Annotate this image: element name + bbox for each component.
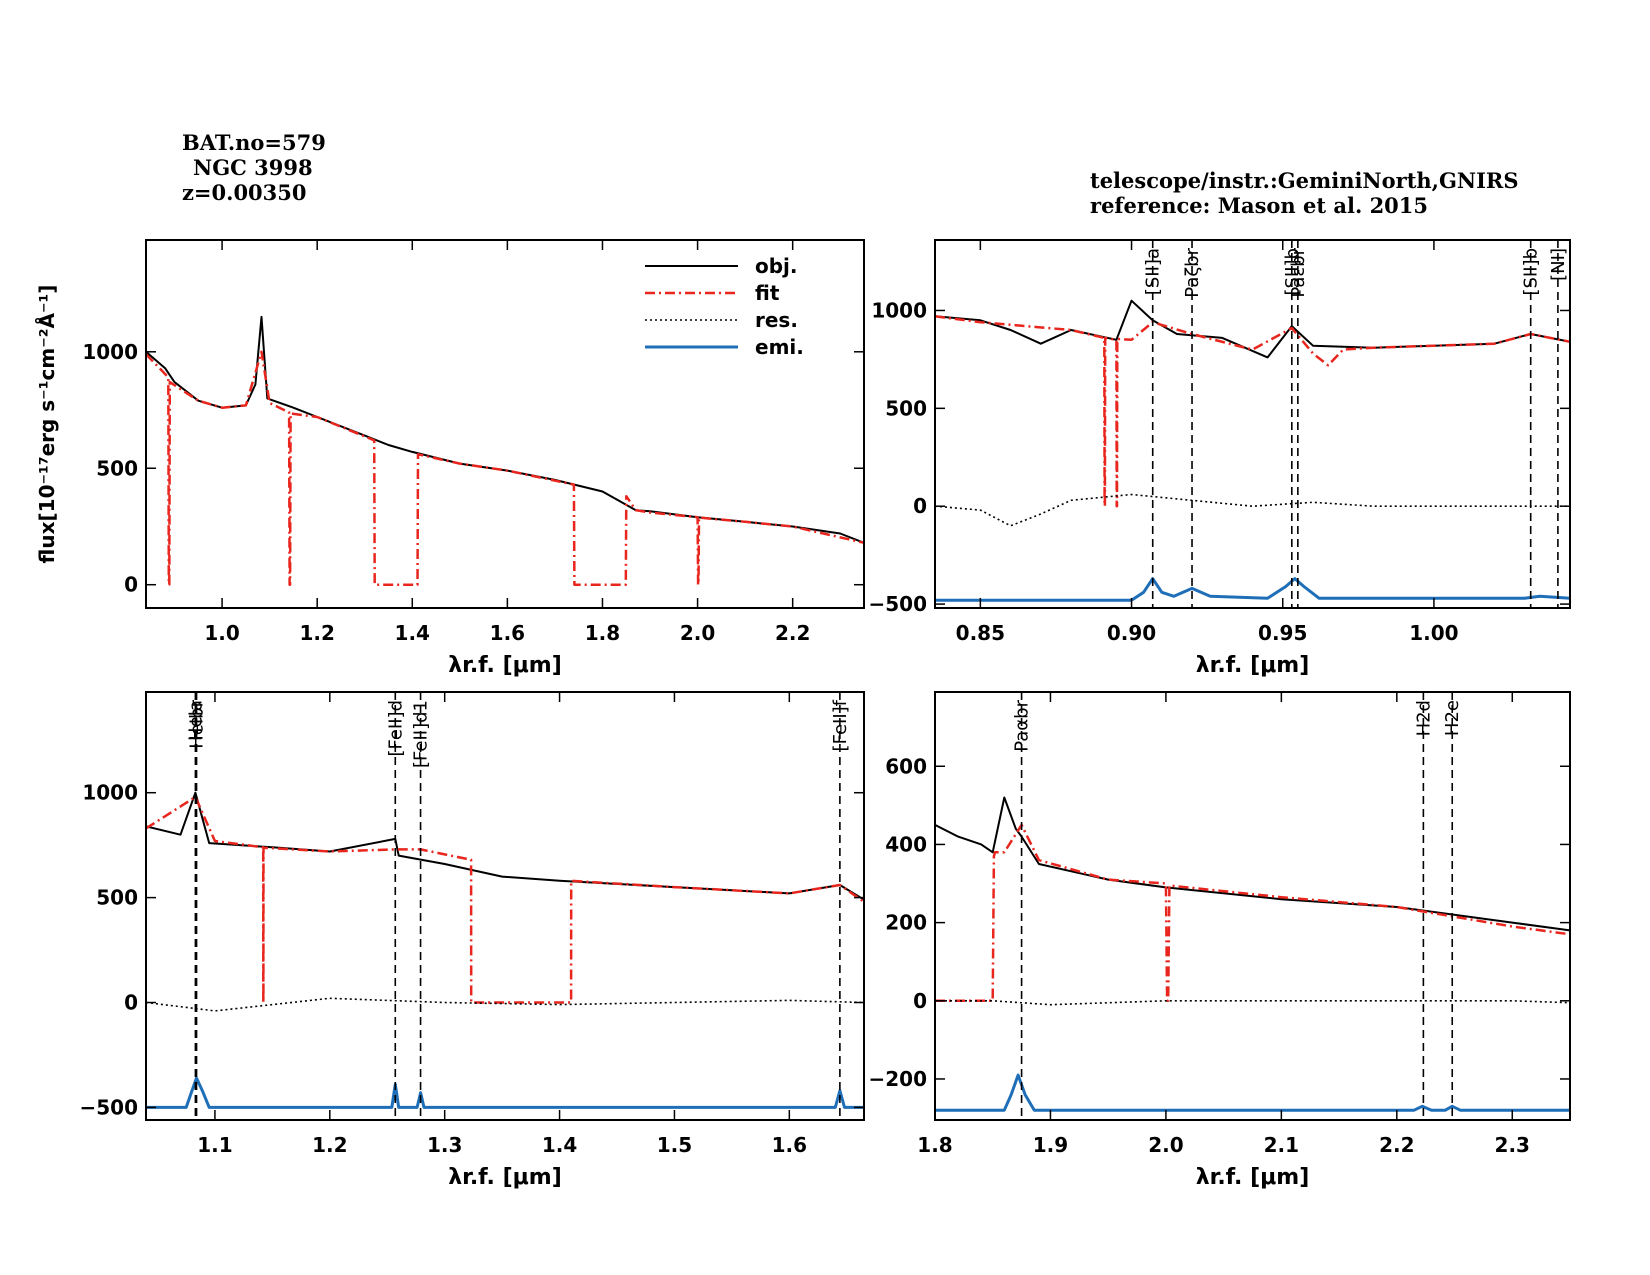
top-right-series-obj bbox=[935, 299, 1570, 359]
header-reference: reference: Mason et al. 2015 bbox=[1090, 193, 1429, 218]
bottom-right-line-label-0: Paαbr bbox=[1012, 699, 1033, 751]
bottom-left-xtick-label-5: 1.6 bbox=[772, 1133, 807, 1157]
top-left-xtick-label-4: 1.8 bbox=[585, 621, 620, 645]
header-redshift: z=0.00350 bbox=[182, 180, 307, 205]
bottom-left-xtick-label-2: 1.3 bbox=[427, 1133, 462, 1157]
bottom-right-xtick-label-4: 2.2 bbox=[1379, 1133, 1414, 1157]
top-left-ytick-label-0: 0 bbox=[124, 573, 138, 597]
top-left-xtick-label-0: 1.0 bbox=[204, 621, 239, 645]
bottom-right-series-res bbox=[935, 1000, 1570, 1006]
top-right-xtick-label-0: 0.85 bbox=[956, 621, 1005, 645]
bottom-left-line-label-2: [FeII]d bbox=[385, 700, 406, 757]
top-left-xtick-label-1: 1.2 bbox=[299, 621, 334, 645]
top-right-frame bbox=[934, 239, 1571, 609]
bottom-right-xtick-label-5: 2.3 bbox=[1495, 1133, 1530, 1157]
top-left-xlabel: λr.f. [μm] bbox=[448, 653, 562, 678]
bottom-left-xtick-label-0: 1.1 bbox=[197, 1133, 232, 1157]
top-left-ytick-label-2: 1000 bbox=[82, 340, 138, 364]
top-right-line-label-1: Paζbr bbox=[1182, 247, 1203, 297]
header-telescope: telescope/instr.:GeminiNorth,GNIRS bbox=[1090, 168, 1519, 193]
top-right-series-fit bbox=[935, 315, 1570, 508]
top-right-xtick-label-3: 1.00 bbox=[1409, 621, 1458, 645]
top-left-series-fit bbox=[146, 350, 864, 586]
bottom-right-frame bbox=[934, 691, 1571, 1121]
top-right-ytick-label-1: 0 bbox=[913, 494, 927, 518]
bottom-right-ytick-label-4: 600 bbox=[885, 754, 927, 778]
bottom-right-ytick-label-2: 200 bbox=[885, 911, 927, 935]
top-right-line-label-5: [NI] bbox=[1548, 248, 1569, 281]
top-left-xtick-label-6: 2.2 bbox=[775, 621, 810, 645]
top-right-xtick-label-2: 0.95 bbox=[1258, 621, 1307, 645]
top-left-xtick-label-3: 1.6 bbox=[490, 621, 525, 645]
top-right-line-label-0: [SII]a bbox=[1143, 248, 1164, 295]
bottom-left-xtick-label-1: 1.2 bbox=[312, 1133, 347, 1157]
header-bat-no: BAT.no=579 bbox=[182, 130, 326, 155]
bottom-left-xlabel: λr.f. [μm] bbox=[448, 1165, 562, 1190]
top-left-xtick-label-5: 2.0 bbox=[680, 621, 715, 645]
bottom-left-line-label-3: [FeII]d1 bbox=[411, 700, 432, 768]
bottom-left-xtick-label-4: 1.5 bbox=[657, 1133, 692, 1157]
top-left-legend-label-emi: emi. bbox=[755, 335, 804, 359]
top-left-legend-label-res: res. bbox=[755, 308, 798, 332]
top-right-line-label-3: Paεbr bbox=[1288, 247, 1309, 297]
panel-bottom-left: HeIaHeIbr[FeII]d[FeII]d1[FeII]f1.11.21.3… bbox=[79, 691, 865, 1190]
panel-bottom-right: Paαbr H2d H2e 1.8 1.9 2.0 2.1 2.2 2.3 −200 0 200 400… bbox=[868, 691, 1571, 1190]
top-right-series-emi bbox=[935, 577, 1570, 602]
bottom-left-ytick-label-0: −500 bbox=[79, 1095, 138, 1119]
bottom-left-xtick-label-3: 1.4 bbox=[542, 1133, 577, 1157]
bottom-right-xtick-label-0: 1.8 bbox=[917, 1133, 952, 1157]
bottom-left-series-obj bbox=[146, 791, 864, 901]
top-right-xlabel: λr.f. [μm] bbox=[1196, 653, 1310, 678]
top-left-legend-label-obj: obj. bbox=[755, 254, 798, 278]
top-left-plot-area bbox=[146, 315, 864, 586]
bottom-right-series-emi bbox=[935, 1073, 1570, 1112]
bottom-left-ytick-label-1: 0 bbox=[124, 991, 138, 1015]
top-right-xtick-label-1: 0.90 bbox=[1107, 621, 1156, 645]
top-left-xtick-label-2: 1.4 bbox=[395, 621, 430, 645]
bottom-right-xtick-label-1: 1.9 bbox=[1033, 1133, 1068, 1157]
bottom-right-line-label-1: H2d bbox=[1413, 700, 1434, 736]
top-right-ytick-label-0: −500 bbox=[868, 592, 927, 616]
top-right-ytick-label-2: 500 bbox=[885, 396, 927, 420]
bottom-right-xtick-label-2: 2.0 bbox=[1148, 1133, 1183, 1157]
top-left-ylabel: flux[10⁻¹⁷erg s⁻¹cm⁻²Å⁻¹] bbox=[35, 285, 59, 564]
top-left-legend-label-fit: fit bbox=[755, 281, 780, 305]
bottom-right-series-fit bbox=[935, 823, 1570, 1003]
bottom-right-ytick-label-1: 0 bbox=[913, 989, 927, 1013]
bottom-left-series-res bbox=[146, 997, 864, 1012]
bottom-right-series-obj bbox=[935, 796, 1570, 932]
bottom-left-frame bbox=[145, 691, 865, 1121]
panel-top-left: 1.0 1.2 1.4 1.6 1.8 2.0 2.2 0 500 1000 λr.f. [μm] f… bbox=[35, 239, 865, 678]
bottom-left-ytick-label-2: 500 bbox=[96, 886, 138, 910]
bottom-left-ytick-label-3: 1000 bbox=[82, 781, 138, 805]
top-left-frame bbox=[145, 239, 865, 609]
bottom-left-series-fit bbox=[146, 795, 864, 1004]
top-right-ytick-label-3: 1000 bbox=[871, 298, 927, 322]
bottom-right-plot-area bbox=[935, 796, 1570, 1112]
header-galaxy-name: NGC 3998 bbox=[193, 155, 313, 180]
bottom-left-line-label-4: [FeII]f bbox=[830, 699, 851, 751]
bottom-right-ytick-label-0: −200 bbox=[868, 1067, 927, 1091]
bottom-left-plot-area bbox=[146, 791, 864, 1109]
top-right-plot-area bbox=[935, 299, 1570, 602]
bottom-left-series-emi bbox=[146, 1076, 864, 1109]
top-right-line-label-4: [SII]b bbox=[1521, 248, 1542, 296]
bottom-right-line-label-2: H2e bbox=[1442, 700, 1463, 736]
bottom-right-xtick-label-3: 2.1 bbox=[1264, 1133, 1299, 1157]
top-left-legend: obj. fit res. emi. bbox=[645, 254, 804, 359]
top-left-ytick-label-1: 500 bbox=[96, 456, 138, 480]
bottom-right-xlabel: λr.f. [μm] bbox=[1196, 1165, 1310, 1190]
top-right-series-res bbox=[935, 493, 1570, 527]
bottom-left-line-label-1: HeIbr bbox=[187, 699, 208, 748]
bottom-right-ytick-label-3: 400 bbox=[885, 832, 927, 856]
